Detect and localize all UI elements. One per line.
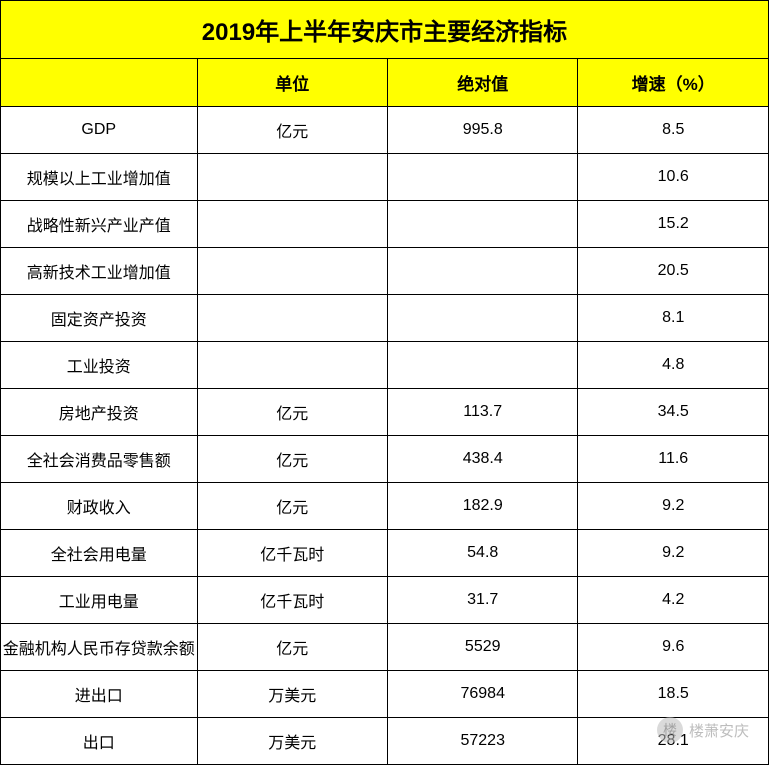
table-row: 全社会用电量亿千瓦时54.89.2: [1, 530, 769, 577]
cell-growth: 20.5: [578, 248, 769, 295]
cell-growth: 9.2: [578, 483, 769, 530]
cell-indicator: 战略性新兴产业产值: [1, 201, 198, 248]
cell-value: 5529: [387, 624, 577, 671]
cell-indicator: 工业用电量: [1, 577, 198, 624]
cell-indicator: 高新技术工业增加值: [1, 248, 198, 295]
cell-growth: 18.5: [578, 671, 769, 718]
cell-unit: 亿元: [197, 436, 387, 483]
header-growth: 增速（%）: [578, 59, 769, 107]
cell-growth: 9.6: [578, 624, 769, 671]
cell-unit: [197, 154, 387, 201]
cell-unit: 万美元: [197, 671, 387, 718]
cell-value: 76984: [387, 671, 577, 718]
cell-value: [387, 342, 577, 389]
cell-value: 182.9: [387, 483, 577, 530]
table-row: 固定资产投资 8.1: [1, 295, 769, 342]
cell-indicator: 房地产投资: [1, 389, 198, 436]
cell-value: 438.4: [387, 436, 577, 483]
cell-growth: 11.6: [578, 436, 769, 483]
cell-unit: 亿元: [197, 389, 387, 436]
cell-unit: 万美元: [197, 718, 387, 765]
table-row: 金融机构人民币存贷款余额亿元55299.6: [1, 624, 769, 671]
cell-growth: 34.5: [578, 389, 769, 436]
cell-growth: 9.2: [578, 530, 769, 577]
cell-growth: 4.8: [578, 342, 769, 389]
cell-unit: 亿元: [197, 624, 387, 671]
cell-growth: 8.1: [578, 295, 769, 342]
cell-indicator: 财政收入: [1, 483, 198, 530]
header-row: 单位 绝对值 增速（%）: [1, 59, 769, 107]
cell-value: 113.7: [387, 389, 577, 436]
table-row: 工业用电量亿千瓦时31.74.2: [1, 577, 769, 624]
cell-growth: 8.5: [578, 107, 769, 154]
cell-unit: 亿千瓦时: [197, 577, 387, 624]
cell-indicator: 全社会消费品零售额: [1, 436, 198, 483]
header-indicator: [1, 59, 198, 107]
watermark: 楼 楼萧安庆: [657, 717, 749, 743]
table-row: 房地产投资亿元113.734.5: [1, 389, 769, 436]
table-row: 财政收入亿元182.99.2: [1, 483, 769, 530]
cell-unit: 亿千瓦时: [197, 530, 387, 577]
cell-indicator: 进出口: [1, 671, 198, 718]
cell-value: [387, 201, 577, 248]
watermark-text: 楼萧安庆: [689, 720, 749, 741]
economic-indicators-table: 2019年上半年安庆市主要经济指标 单位 绝对值 增速（%） GDP亿元995.…: [0, 0, 769, 765]
cell-indicator: 出口: [1, 718, 198, 765]
title-row: 2019年上半年安庆市主要经济指标: [1, 1, 769, 59]
table-title: 2019年上半年安庆市主要经济指标: [1, 1, 769, 59]
table-row: 高新技术工业增加值 20.5: [1, 248, 769, 295]
table-row: 出口万美元5722328.1: [1, 718, 769, 765]
table-row: 进出口万美元7698418.5: [1, 671, 769, 718]
cell-value: 31.7: [387, 577, 577, 624]
cell-unit: [197, 201, 387, 248]
table-row: 全社会消费品零售额亿元438.411.6: [1, 436, 769, 483]
cell-indicator: 金融机构人民币存贷款余额: [1, 624, 198, 671]
cell-indicator: 固定资产投资: [1, 295, 198, 342]
header-unit: 单位: [197, 59, 387, 107]
cell-value: 57223: [387, 718, 577, 765]
cell-unit: [197, 295, 387, 342]
cell-indicator: 工业投资: [1, 342, 198, 389]
table-row: GDP亿元995.88.5: [1, 107, 769, 154]
cell-indicator: 规模以上工业增加值: [1, 154, 198, 201]
cell-growth: 15.2: [578, 201, 769, 248]
cell-value: 54.8: [387, 530, 577, 577]
cell-value: [387, 154, 577, 201]
table-row: 工业投资 4.8: [1, 342, 769, 389]
cell-growth: 10.6: [578, 154, 769, 201]
cell-unit: 亿元: [197, 107, 387, 154]
table-row: 战略性新兴产业产值 15.2: [1, 201, 769, 248]
cell-value: [387, 295, 577, 342]
table-row: 规模以上工业增加值 10.6: [1, 154, 769, 201]
cell-value: 995.8: [387, 107, 577, 154]
cell-unit: [197, 342, 387, 389]
cell-indicator: GDP: [1, 107, 198, 154]
watermark-icon: 楼: [657, 717, 683, 743]
cell-growth: 4.2: [578, 577, 769, 624]
cell-unit: [197, 248, 387, 295]
header-value: 绝对值: [387, 59, 577, 107]
cell-indicator: 全社会用电量: [1, 530, 198, 577]
cell-value: [387, 248, 577, 295]
cell-unit: 亿元: [197, 483, 387, 530]
